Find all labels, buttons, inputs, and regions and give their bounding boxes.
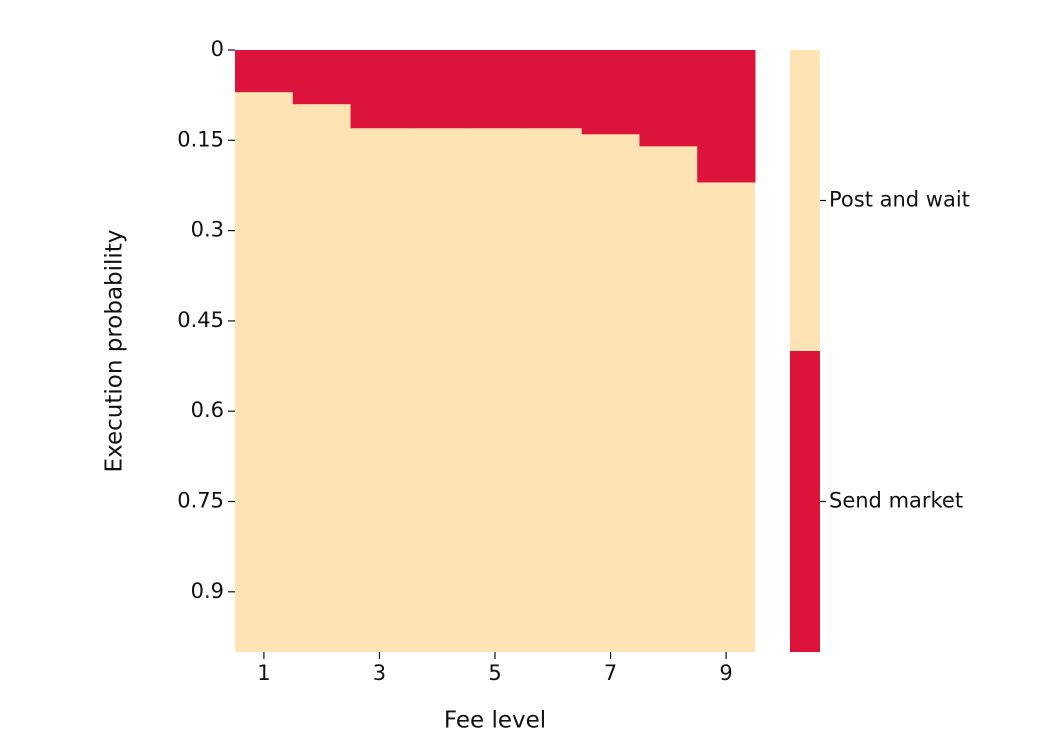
legend-swatch (790, 50, 820, 351)
cell-region (235, 50, 294, 93)
x-tick-label: 3 (373, 661, 386, 685)
y-tick-label: 0.45 (177, 308, 224, 332)
x-tick-label: 9 (719, 661, 732, 685)
y-tick-label: 0.3 (191, 218, 224, 242)
x-tick-label: 7 (604, 661, 617, 685)
legend-swatch (790, 351, 820, 652)
cell-region (523, 50, 583, 129)
legend-label: Send market (829, 489, 963, 513)
y-axis-title: Execution probability (102, 230, 128, 473)
y-tick-label: 0 (211, 37, 224, 61)
y-tick-label: 0.9 (191, 579, 224, 603)
y-tick-label: 0.6 (191, 398, 224, 422)
cell-region (639, 50, 698, 147)
y-tick-label: 0.15 (177, 127, 224, 151)
cell-region (697, 50, 756, 183)
y-tick-label: 0.75 (177, 489, 224, 513)
legend-label: Post and wait (829, 188, 970, 212)
cell-region (581, 50, 640, 135)
background-region (235, 50, 755, 652)
cell-region (292, 50, 352, 105)
cell-region (408, 50, 467, 129)
x-tick-label: 5 (488, 661, 501, 685)
cell-region (466, 50, 525, 129)
x-axis-title: Fee level (444, 708, 546, 734)
x-tick-label: 1 (257, 661, 270, 685)
cell-region (350, 50, 409, 129)
